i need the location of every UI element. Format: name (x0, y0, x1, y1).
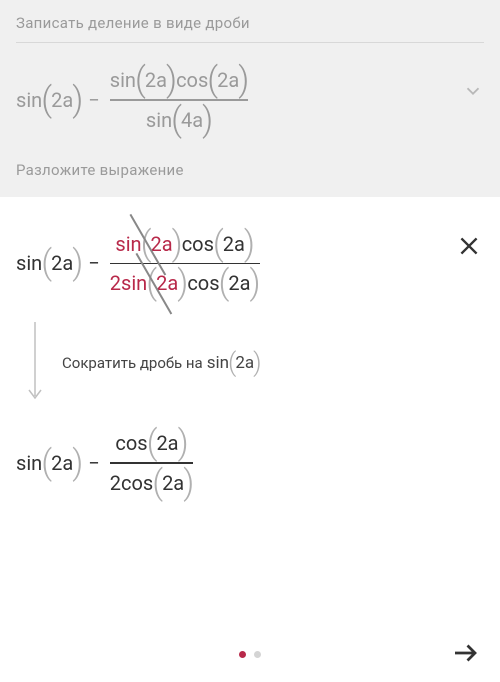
step-arrow-block: Сократить дробь на sin (2a) (26, 320, 484, 406)
page-dots (239, 651, 261, 658)
previous-step-section: Записать деление в виде дроби sin (2a) −… (0, 0, 500, 197)
divider (16, 42, 484, 43)
close-icon[interactable] (456, 233, 482, 259)
page-dot[interactable] (254, 651, 261, 658)
page-dot-active[interactable] (239, 651, 246, 658)
math-expression-top: sin (2a) − sin (2a) cos (2a) sin (4a) (16, 61, 484, 139)
step-label-1: Записать деление в виде дроби (16, 14, 484, 32)
pagination-bar (0, 626, 500, 682)
step-explanation: Сократить дробь на sin (2a) (62, 350, 261, 376)
next-arrow-icon[interactable] (450, 638, 480, 668)
math-expression-main: sin (2a) − sin (2a) cos (2a) 2 sin (2a) … (16, 225, 484, 303)
current-step-section: sin (2a) − sin (2a) cos (2a) 2 sin (2a) … (0, 197, 500, 520)
step-label-2: Разложите выражение (16, 161, 484, 179)
math-expression-result: sin (2a) − cos (2a) 2 cos (2a) (16, 424, 484, 502)
arrow-down-icon (26, 320, 44, 406)
